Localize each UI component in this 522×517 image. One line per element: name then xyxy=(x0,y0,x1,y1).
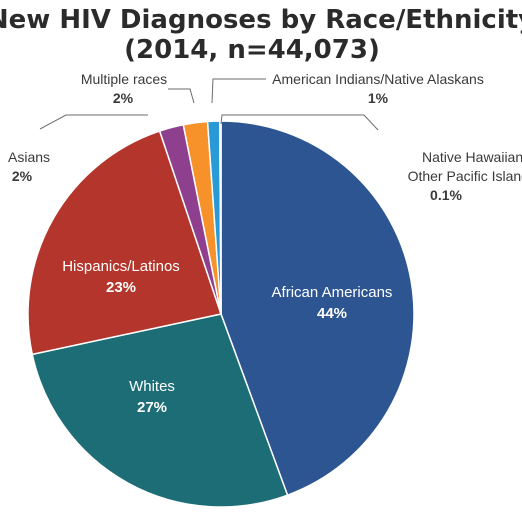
leader-lines xyxy=(39,78,379,131)
slice-label-native-hawaiians-other-pacific-islanders-line-1: Native Hawaiians/ xyxy=(422,149,522,165)
chart-title: New HIV Diagnoses by Race/Ethnicity xyxy=(0,5,522,35)
leader-line-multiple-races xyxy=(168,88,195,104)
pie-slices xyxy=(27,120,415,508)
slice-labels: African Americans 44% Whites 27% Hispanics/L… xyxy=(8,71,522,416)
slice-pct-hispanics-latinos: 23% xyxy=(106,279,136,296)
slice-label-multiple-races: Multiple races xyxy=(81,71,167,87)
slice-pct-african-americans: 44% xyxy=(317,305,347,322)
pie-slice-whites xyxy=(31,313,289,508)
slice-label-whites: Whites xyxy=(129,378,175,395)
slice-pct-american-indians-native-alaskans: 1% xyxy=(368,90,389,106)
pie-slice-hispanics-latinos xyxy=(27,130,222,356)
leader-line-asians xyxy=(39,114,148,130)
slice-label-african-americans: African Americans xyxy=(272,284,393,301)
slice-pct-native-hawaiians-other-pacific-islanders: 0.1% xyxy=(430,187,462,203)
slice-pct-multiple-races: 2% xyxy=(113,90,134,106)
leader-line-native-hawaiians-other-pacific-islanders xyxy=(220,114,379,131)
slice-pct-whites: 27% xyxy=(137,399,167,416)
leader-line-american-indians-native-alaskans xyxy=(211,78,266,104)
slice-label-native-hawaiians-other-pacific-islanders-line-2: Other Pacific Islanders xyxy=(408,168,522,184)
slice-label-hispanics-latinos: Hispanics/Latinos xyxy=(62,258,180,275)
slice-pct-asians: 2% xyxy=(12,168,33,184)
chart-subtitle: (2014, n=44,073) xyxy=(124,35,380,65)
pie-slice-african-americans xyxy=(220,120,415,497)
slice-label-asians: Asians xyxy=(8,149,50,165)
slice-label-american-indians-native-alaskans: American Indians/Native Alaskans xyxy=(272,71,484,87)
